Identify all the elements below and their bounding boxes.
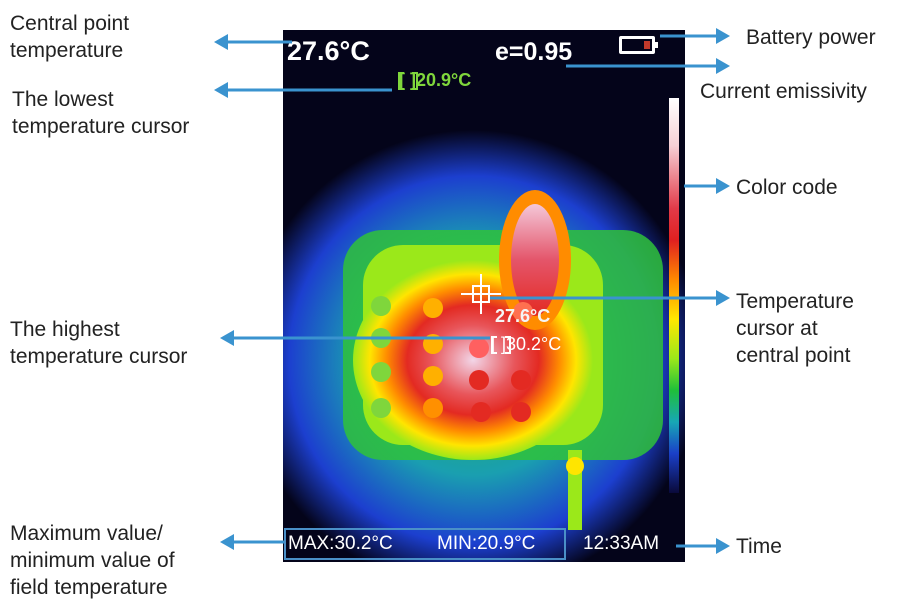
low-cursor-bracket (398, 72, 418, 90)
highest-temperature-readout: [ ]30.2°C (491, 334, 562, 354)
center-cursor-readout: 27.6°C (495, 306, 551, 326)
label-time: Time (736, 535, 782, 558)
max-temperature-readout: MAX:30.2°C (288, 533, 393, 554)
label-temperature-cursor-central: Temperature cursor at central point (736, 290, 854, 367)
thermal-image (283, 72, 685, 562)
emissivity-readout: e=0.95 (495, 38, 573, 66)
probe-tip (566, 457, 584, 475)
arrow-central-temperature (214, 34, 292, 50)
arrow-max-min (220, 534, 284, 550)
high-cursor-bracket (491, 336, 511, 354)
label-color-code: Color code (736, 176, 838, 199)
label-battery-power: Battery power (746, 26, 876, 49)
max-min-highlight-box (284, 528, 566, 560)
central-temperature-readout: 27.6°C (287, 36, 370, 66)
label-max-min-field-temperature: Maximum value/ minimum value of field te… (10, 522, 175, 599)
status-bar (283, 528, 685, 562)
thermal-camera-screen: 27.6°C e=0.95 [ ]20.9°C 27.6°C [ ]30.2°C… (283, 30, 685, 562)
arrow-color-code (684, 178, 730, 194)
thumb-core (511, 204, 559, 316)
battery-level (644, 41, 650, 49)
label-central-point-temperature: Central point temperature (10, 12, 130, 62)
center-crosshair (461, 274, 501, 314)
color-scale-bar (669, 98, 679, 493)
label-highest-temperature-cursor: The highest temperature cursor (10, 318, 188, 368)
label-current-emissivity: Current emissivity (700, 80, 867, 103)
label-lowest-temperature-cursor: The lowest temperature cursor (12, 88, 190, 138)
battery-icon (619, 36, 658, 54)
clock-readout: 12:33AM (583, 533, 660, 554)
lowest-temperature-readout: [ ]20.9°C (399, 70, 472, 90)
min-temperature-readout: MIN:20.9°C (437, 533, 536, 554)
grip-dots (371, 296, 533, 422)
